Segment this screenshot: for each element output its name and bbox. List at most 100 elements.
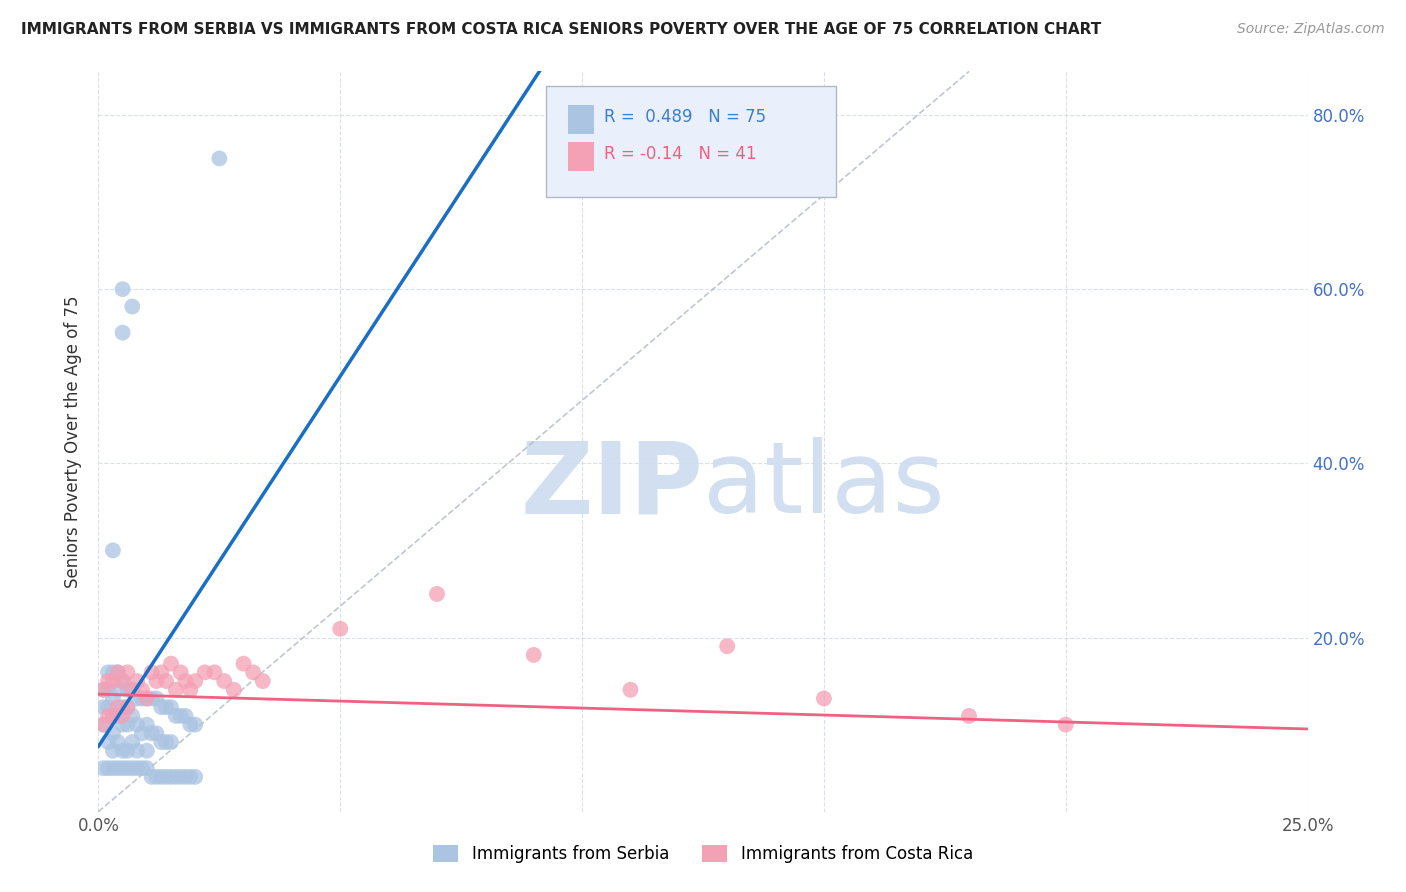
- Point: [97, 735, 120, 749]
- Point: [127, 691, 149, 706]
- Point: [174, 674, 197, 689]
- Point: [111, 674, 134, 689]
- Point: [107, 665, 129, 680]
- Point: [117, 700, 139, 714]
- Point: [111, 700, 134, 714]
- Point: [155, 735, 177, 749]
- Point: [155, 700, 177, 714]
- Point: [97, 700, 120, 714]
- Point: [169, 709, 191, 723]
- Point: [179, 717, 201, 731]
- Point: [101, 761, 124, 775]
- Point: [121, 735, 143, 749]
- Point: [107, 700, 129, 714]
- Point: [135, 691, 157, 706]
- Point: [117, 717, 139, 731]
- Point: [155, 770, 177, 784]
- Point: [160, 657, 183, 671]
- Point: [194, 665, 217, 680]
- Point: [111, 282, 134, 296]
- Point: [174, 709, 197, 723]
- Point: [141, 770, 163, 784]
- Point: [232, 657, 254, 671]
- Point: [97, 709, 120, 723]
- Point: [91, 700, 114, 714]
- Point: [150, 770, 173, 784]
- Point: [184, 717, 207, 731]
- Point: [127, 744, 149, 758]
- Point: [101, 709, 124, 723]
- Point: [813, 691, 835, 706]
- Point: [97, 674, 120, 689]
- Point: [135, 691, 157, 706]
- Point: [101, 709, 124, 723]
- Point: [127, 717, 149, 731]
- Point: [101, 744, 124, 758]
- Point: [145, 674, 167, 689]
- Point: [252, 674, 274, 689]
- Point: [212, 674, 235, 689]
- Point: [107, 761, 129, 775]
- Point: [135, 744, 157, 758]
- Text: IMMIGRANTS FROM SERBIA VS IMMIGRANTS FROM COSTA RICA SENIORS POVERTY OVER THE AG: IMMIGRANTS FROM SERBIA VS IMMIGRANTS FRO…: [21, 22, 1101, 37]
- Point: [150, 700, 173, 714]
- Point: [127, 674, 149, 689]
- Point: [111, 744, 134, 758]
- Point: [145, 770, 167, 784]
- Point: [165, 770, 187, 784]
- Point: [716, 639, 738, 653]
- Point: [101, 665, 124, 680]
- Point: [111, 674, 134, 689]
- Point: [135, 717, 157, 731]
- Point: [145, 726, 167, 740]
- Point: [91, 682, 114, 697]
- Point: [160, 735, 183, 749]
- Text: R = -0.14   N = 41: R = -0.14 N = 41: [603, 145, 756, 163]
- Point: [160, 770, 183, 784]
- Point: [179, 682, 201, 697]
- Point: [242, 665, 264, 680]
- Point: [165, 682, 187, 697]
- Point: [121, 709, 143, 723]
- Point: [107, 682, 129, 697]
- Point: [131, 691, 153, 706]
- Point: [101, 691, 124, 706]
- Point: [169, 665, 191, 680]
- Text: Source: ZipAtlas.com: Source: ZipAtlas.com: [1237, 22, 1385, 37]
- Point: [204, 665, 226, 680]
- Point: [91, 717, 114, 731]
- Point: [184, 770, 207, 784]
- Point: [91, 682, 114, 697]
- Text: R =  0.489   N = 75: R = 0.489 N = 75: [603, 108, 766, 127]
- Point: [141, 665, 163, 680]
- Point: [91, 717, 114, 731]
- Point: [169, 770, 191, 784]
- Point: [121, 682, 143, 697]
- Point: [208, 152, 231, 166]
- Point: [91, 761, 114, 775]
- Point: [329, 622, 352, 636]
- Bar: [568, 142, 595, 171]
- Text: atlas: atlas: [703, 437, 945, 534]
- Point: [107, 665, 129, 680]
- Point: [117, 682, 139, 697]
- Legend: Immigrants from Serbia, Immigrants from Costa Rica: Immigrants from Serbia, Immigrants from …: [426, 838, 980, 870]
- Y-axis label: Seniors Poverty Over the Age of 75: Seniors Poverty Over the Age of 75: [65, 295, 83, 588]
- FancyBboxPatch shape: [546, 87, 837, 197]
- Point: [141, 691, 163, 706]
- Point: [619, 682, 641, 697]
- Point: [150, 665, 173, 680]
- Point: [127, 761, 149, 775]
- Point: [135, 761, 157, 775]
- Point: [121, 761, 143, 775]
- Bar: [568, 104, 595, 135]
- Point: [222, 682, 245, 697]
- Point: [107, 709, 129, 723]
- Point: [111, 717, 134, 731]
- Point: [101, 726, 124, 740]
- Point: [107, 735, 129, 749]
- Point: [111, 326, 134, 340]
- Point: [957, 709, 980, 723]
- Point: [101, 543, 124, 558]
- Point: [523, 648, 546, 662]
